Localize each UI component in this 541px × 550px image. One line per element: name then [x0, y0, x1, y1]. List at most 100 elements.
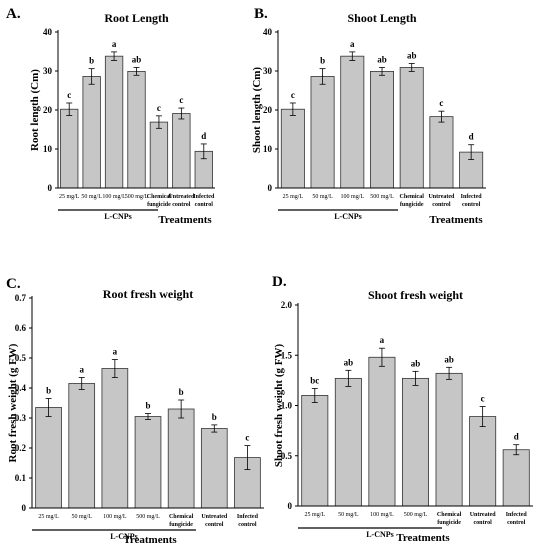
y-axis-label: Root fresh weight (g FW) — [7, 343, 19, 462]
x-axis-label: Treatments — [429, 214, 483, 226]
x-tick-label: 500 mg/L — [404, 512, 428, 518]
bar-6 — [429, 116, 454, 189]
significance-letter: ab — [444, 354, 454, 364]
group-label: L-CNPs — [110, 532, 138, 541]
significance-letter: c — [439, 98, 443, 108]
x-tick-label: 50 mg/L — [71, 514, 92, 520]
significance-letter: d — [469, 132, 474, 142]
panel-letter: A. — [6, 6, 21, 22]
bar-5 — [399, 67, 424, 189]
bar-5 — [167, 408, 195, 509]
y-tick-label: 40 — [263, 27, 273, 37]
group-label: L-CNPs — [366, 530, 394, 539]
group-label: L-CNPs — [104, 212, 132, 221]
bar-4 — [134, 416, 162, 509]
chart-title: Root Length — [104, 11, 169, 25]
significance-letter: a — [380, 335, 385, 345]
significance-letter: b — [89, 56, 94, 66]
significance-letter: d — [514, 432, 519, 442]
y-tick-label: 40 — [43, 27, 53, 37]
y-axis-label: Root length (Cm) — [29, 69, 41, 151]
chart-title: Shoot fresh weight — [368, 288, 463, 302]
y-tick-label: 0.5 — [281, 451, 293, 461]
y-tick-label: 20 — [263, 105, 273, 115]
significance-letter: a — [350, 39, 355, 49]
x-tick-label: 500 mg/L — [125, 194, 149, 200]
x-tick-label: 100 mg/L — [103, 514, 127, 520]
x-tick-label: Chemical fungicide — [400, 194, 425, 208]
bar-4 — [127, 70, 146, 189]
y-tick-label: 10 — [43, 144, 53, 154]
chart-title: Shoot Length — [347, 11, 416, 25]
y-tick-label: 0.3 — [15, 413, 27, 423]
x-tick-label: Untreated control — [428, 194, 455, 208]
chart-panel-b: B. Shoot Length Shoot length (Cm) 0 10 20 30 40… — [251, 6, 486, 226]
x-tick-label: 100 mg/L — [102, 194, 126, 200]
bar-5 — [149, 121, 169, 189]
significance-letter: a — [112, 39, 117, 49]
x-tick-label: Chemical fungicide — [147, 194, 172, 208]
y-tick-label: 10 — [263, 144, 273, 154]
bar-6 — [172, 113, 191, 189]
bar-3 — [368, 356, 396, 507]
bar-4 — [370, 70, 394, 189]
significance-letter: b — [320, 56, 325, 66]
bar-2 — [310, 76, 335, 189]
y-tick-label: 0.4 — [15, 383, 27, 393]
y-tick-label: 30 — [263, 66, 273, 76]
y-tick-label: 0.7 — [15, 293, 27, 303]
significance-letter: ab — [407, 51, 417, 61]
significance-letter: ab — [411, 358, 421, 368]
x-tick-label: 50 mg/L — [312, 194, 333, 200]
y-tick-label: 0.5 — [15, 353, 27, 363]
y-tick-label: 0 — [268, 183, 273, 193]
x-axis-label: Treatments — [158, 214, 212, 226]
bar-1 — [301, 395, 329, 507]
y-tick-label: 0 — [288, 501, 293, 511]
x-axis-label: Treatments — [123, 534, 177, 546]
x-tick-label: 50 mg/L — [81, 194, 102, 200]
y-tick-label: 0 — [22, 503, 27, 513]
significance-letter: c — [67, 90, 71, 100]
bar-7 — [502, 449, 530, 507]
y-tick-label: 0 — [48, 183, 53, 193]
bar-3 — [104, 55, 124, 189]
x-tick-label: 500 mg/L — [370, 194, 394, 200]
group-label: L-CNPs — [334, 212, 362, 221]
y-tick-label: 0.6 — [15, 323, 27, 333]
x-axis-label: Treatments — [396, 532, 450, 544]
x-tick-label: 25 mg/L — [305, 512, 326, 518]
y-axis-label: Shoot length (Cm) — [251, 67, 263, 154]
chart-panel-c: C. Root fresh weight Root fresh weight (g … — [6, 276, 264, 546]
x-tick-label: Untreated control — [168, 194, 195, 208]
significance-letter: c — [157, 103, 161, 113]
x-tick-label: 500 mg/L — [136, 514, 160, 520]
x-tick-label: 100 mg/L — [370, 512, 394, 518]
y-tick-label: 0.1 — [15, 473, 27, 483]
significance-letter: bc — [310, 375, 319, 385]
bar-1 — [35, 407, 62, 509]
x-tick-label: Chemical fungicide — [169, 514, 194, 528]
significance-letter: c — [179, 95, 183, 105]
x-tick-label: Untreated control — [201, 514, 228, 528]
x-tick-label: 25 mg/L — [283, 194, 304, 200]
chart-title: Root fresh weight — [103, 287, 193, 301]
significance-letter: c — [245, 433, 249, 443]
y-tick-label: 2.0 — [281, 300, 293, 310]
significance-letter: b — [212, 412, 217, 422]
bar-2 — [334, 377, 362, 507]
bar-2 — [82, 76, 101, 189]
significance-letter: b — [46, 386, 51, 396]
chart-panel-d: D. Shoot fresh weight Shoot fresh weight (… — [272, 274, 533, 544]
bar-3 — [340, 55, 365, 189]
x-tick-label: Untreated control — [470, 512, 497, 526]
x-tick-label: 25 mg/L — [59, 194, 80, 200]
significance-letter: d — [201, 131, 206, 141]
x-tick-label: 25 mg/L — [38, 514, 59, 520]
bar-6 — [469, 416, 497, 507]
significance-letter: ab — [344, 357, 354, 367]
significance-letter: c — [481, 394, 485, 404]
y-tick-label: 0.2 — [15, 443, 27, 453]
significance-letter: b — [179, 387, 184, 397]
significance-letter: a — [113, 347, 118, 357]
